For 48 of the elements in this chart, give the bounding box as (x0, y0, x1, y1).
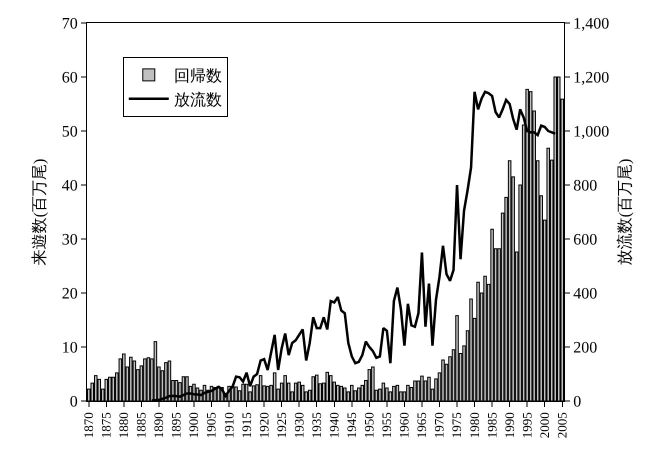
x-tick-label: 1920 (256, 412, 272, 438)
x-tick-label: 1880 (116, 412, 132, 438)
y2-tick-label: 600 (573, 232, 598, 249)
x-tick-label: 1990 (502, 412, 517, 438)
x-tick-label: 1875 (98, 412, 114, 438)
y2-tick-label: 800 (573, 178, 598, 195)
x-tick-label: 2000 (536, 412, 552, 438)
x-tick-label: 1925 (274, 412, 289, 438)
y2-tick-label: 400 (573, 286, 598, 303)
y-tick-label: 50 (62, 124, 78, 141)
x-tick-label: 1975 (449, 412, 464, 438)
y-tick-label: 70 (62, 16, 78, 33)
y-tick-label: 40 (62, 178, 78, 195)
x-tick-label: 1965 (414, 412, 430, 438)
y-tick-label: 60 (62, 70, 78, 87)
y2-tick-label: 200 (573, 340, 598, 357)
x-tick-label: 1915 (238, 412, 254, 438)
y-tick-label: 20 (62, 286, 78, 303)
x-tick-label: 1960 (396, 412, 412, 438)
y-tick-label: 0 (70, 394, 78, 411)
x-tick-label: 1870 (80, 412, 96, 438)
y2-axis-title: 放流数(百万尾) (616, 158, 634, 266)
x-tick-label: 1930 (291, 412, 306, 438)
x-tick-label: 1970 (432, 412, 447, 438)
x-tick-label: 1955 (379, 412, 394, 438)
x-tick-label: 1980 (466, 412, 482, 438)
y-tick-label: 30 (62, 232, 78, 249)
x-tick-label: 1900 (186, 412, 202, 438)
x-tick-label: 1895 (168, 412, 184, 438)
x-tick-label: 1940 (326, 412, 342, 438)
x-tick-label: 1950 (362, 412, 377, 438)
y-tick-label: 10 (62, 340, 78, 357)
y2-tick-label: 1,200 (573, 70, 610, 87)
legend-label: 回帰数 (174, 68, 222, 86)
x-tick-label: 2005 (554, 412, 570, 438)
y2-tick-label: 0 (573, 394, 582, 411)
y-axis-title: 来遊数(百万尾) (30, 158, 49, 266)
x-tick-label: 1985 (484, 412, 500, 438)
y2-tick-label: 1,400 (573, 16, 610, 33)
x-tick-label: 1945 (344, 412, 360, 438)
x-tick-label: 1885 (134, 412, 149, 438)
x-tick-label: 1935 (308, 412, 324, 438)
x-tick-label: 1905 (204, 412, 219, 438)
y2-tick-label: 1,000 (573, 124, 610, 141)
x-tick-label: 1890 (151, 412, 166, 438)
x-tick-label: 1995 (519, 412, 534, 438)
x-tick-label: 1910 (221, 412, 236, 438)
legend-label: 放流数 (174, 90, 222, 109)
